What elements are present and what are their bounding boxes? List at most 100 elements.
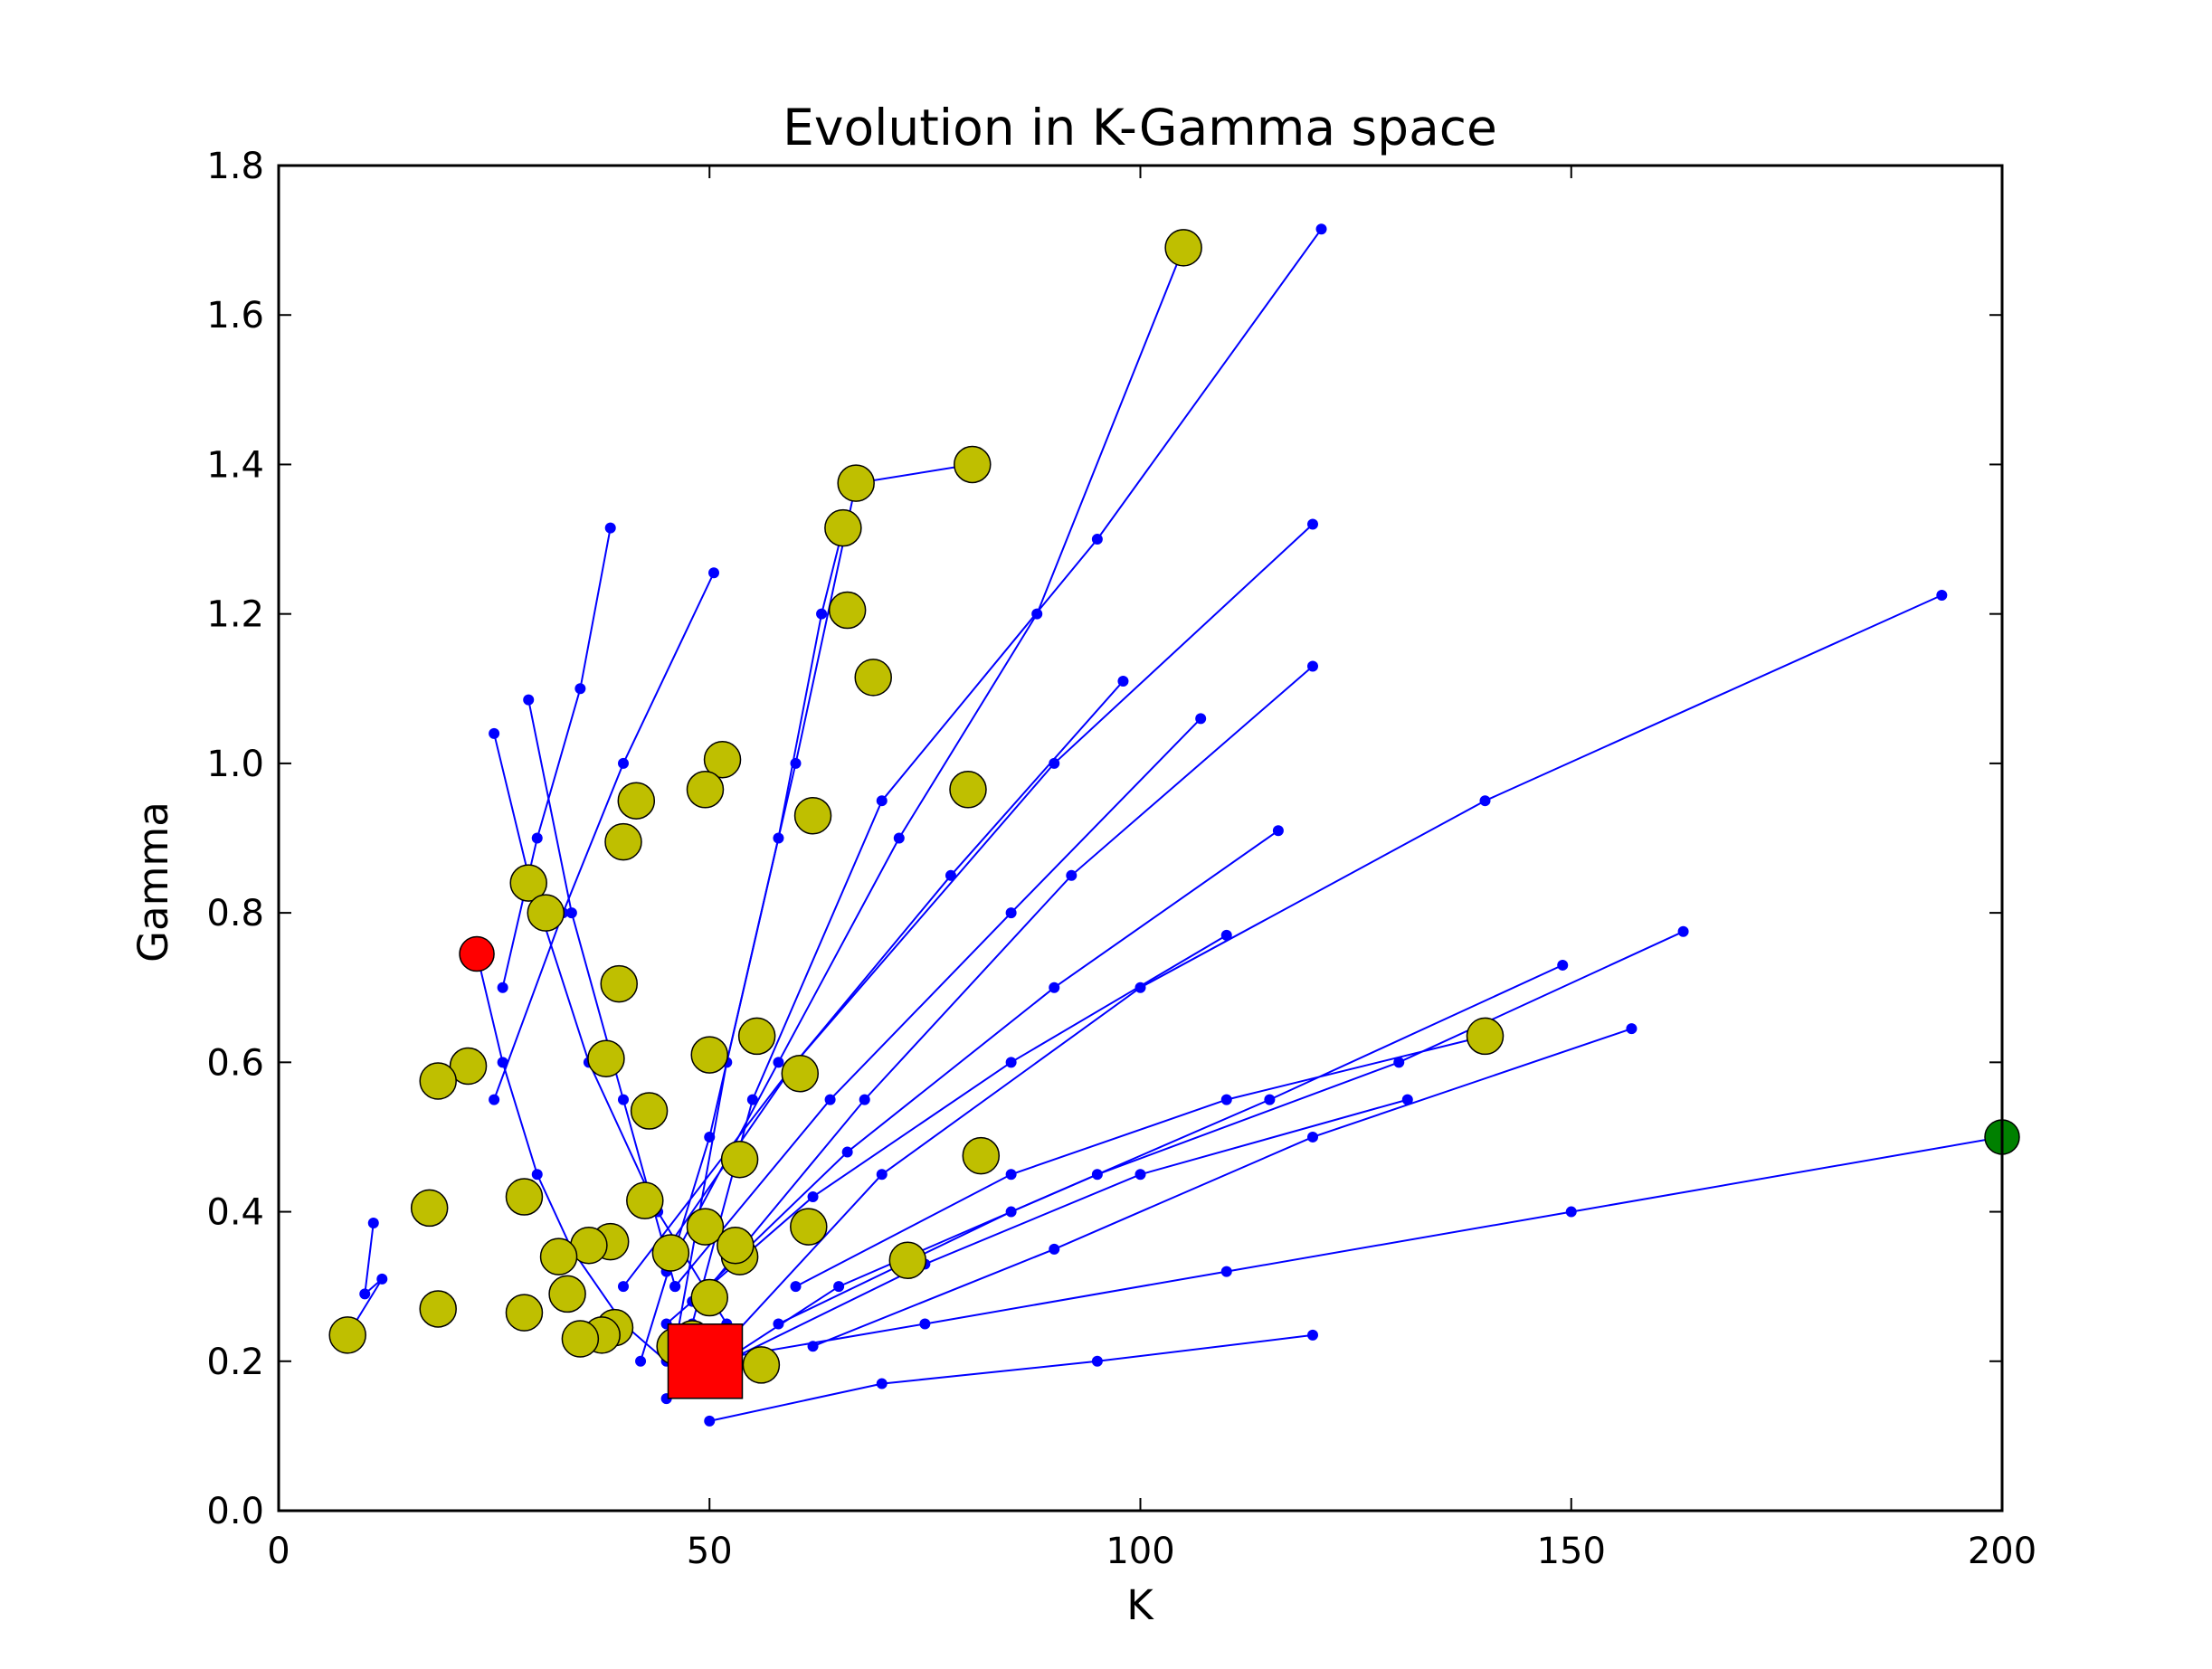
final-point bbox=[617, 782, 656, 820]
final-point bbox=[962, 1136, 1001, 1175]
trajectory-line-0 bbox=[347, 1222, 384, 1336]
trajectory-point bbox=[1005, 1057, 1017, 1068]
trajectory-point bbox=[833, 1281, 845, 1293]
final-point bbox=[505, 1178, 544, 1216]
trajectory-line-9 bbox=[493, 572, 715, 1100]
trajectory-point bbox=[531, 1169, 543, 1181]
trajectory-point bbox=[1307, 1131, 1318, 1143]
trajectory-point bbox=[618, 757, 629, 769]
trajectory-point bbox=[1272, 825, 1284, 837]
trajectory-line-19 bbox=[726, 1098, 1409, 1362]
trajectory-line-7 bbox=[622, 523, 1314, 1287]
y-tick-label: 0.8 bbox=[206, 893, 264, 934]
final-point bbox=[854, 659, 892, 697]
trajectory-point bbox=[1066, 869, 1078, 881]
trajectory-point bbox=[497, 1057, 508, 1068]
trajectory-point bbox=[1220, 1094, 1232, 1105]
trajectory-point bbox=[489, 1094, 500, 1105]
final-point bbox=[686, 771, 725, 809]
trajectory-point bbox=[376, 1273, 388, 1285]
trajectory-point bbox=[1117, 676, 1129, 688]
plot-area: 0 50 100 150 200 0.0 0.2 0.4 0.6 0.8 1.0 1.2 1.4 1.6 1… bbox=[206, 146, 2036, 1572]
trajectory-point bbox=[1565, 1206, 1577, 1218]
final-point bbox=[824, 508, 862, 547]
y-tick-label: 0.2 bbox=[206, 1342, 264, 1383]
trajectory-point bbox=[876, 1378, 888, 1389]
y-tick-label: 1.8 bbox=[206, 146, 264, 187]
trajectory-point bbox=[807, 1341, 819, 1352]
chart-title: Evolution in K-Gamma space bbox=[783, 99, 1497, 156]
final-point bbox=[651, 1234, 690, 1272]
final-point bbox=[505, 1294, 544, 1332]
trajectory-point bbox=[876, 1169, 888, 1181]
trajectory-point bbox=[945, 869, 956, 881]
trajectory-point bbox=[807, 1191, 819, 1203]
final-point bbox=[781, 1054, 820, 1093]
final-point bbox=[793, 796, 832, 835]
x-axis-label: K bbox=[1126, 1581, 1154, 1629]
final-point bbox=[600, 964, 638, 1003]
final-point bbox=[328, 1316, 366, 1354]
trajectory-line-12 bbox=[812, 1028, 1632, 1348]
trajectory-point bbox=[790, 1281, 802, 1293]
trajectory-point bbox=[816, 608, 828, 620]
trajectory-point bbox=[531, 832, 543, 844]
final-point bbox=[686, 1208, 725, 1246]
trajectory-point bbox=[1401, 1094, 1413, 1105]
trajectory-point bbox=[1049, 981, 1060, 993]
trajectory-point bbox=[669, 1281, 681, 1293]
y-tick-label: 0.6 bbox=[206, 1042, 264, 1084]
trajectory-point bbox=[1049, 1243, 1060, 1255]
y-tick-label: 0.0 bbox=[206, 1491, 264, 1532]
trajectory-line-10 bbox=[795, 1035, 1486, 1288]
final-point bbox=[828, 591, 867, 630]
final-point bbox=[527, 894, 565, 932]
trajectory-line-22 bbox=[674, 717, 1201, 1287]
final-point bbox=[837, 464, 875, 502]
final-point bbox=[626, 1181, 664, 1219]
final-point bbox=[720, 1140, 759, 1179]
trajectory-point bbox=[1220, 1266, 1232, 1277]
final-point bbox=[690, 1036, 728, 1074]
trajectory-point bbox=[773, 1057, 784, 1068]
trajectory-point bbox=[1307, 1329, 1318, 1341]
final-point bbox=[888, 1241, 927, 1280]
final-point bbox=[548, 1275, 586, 1313]
trajectory-point bbox=[773, 832, 784, 844]
trajectory-point bbox=[1195, 713, 1207, 725]
trajectory-point bbox=[1479, 795, 1491, 807]
final-point bbox=[539, 1238, 578, 1275]
trajectory-point bbox=[824, 1094, 836, 1105]
x-tick-label: 50 bbox=[687, 1531, 733, 1572]
x-tick-label: 200 bbox=[1968, 1531, 2036, 1572]
final-point bbox=[690, 1278, 728, 1317]
final-point bbox=[630, 1092, 669, 1130]
y-tick-label: 0.4 bbox=[206, 1192, 264, 1234]
trajectory-point bbox=[1626, 1023, 1638, 1035]
final-point bbox=[949, 771, 987, 809]
final-point bbox=[1164, 229, 1202, 267]
trajectory-point bbox=[1557, 959, 1569, 971]
trajectory-point bbox=[1264, 1094, 1276, 1105]
final-point bbox=[449, 1047, 488, 1086]
trajectory-point bbox=[919, 1318, 931, 1330]
trajectory-point bbox=[1220, 929, 1232, 941]
trajectory-point bbox=[565, 907, 577, 919]
trajectory-point bbox=[1091, 1355, 1103, 1367]
x-tick-label: 0 bbox=[267, 1531, 290, 1572]
y-tick-label: 1.6 bbox=[206, 295, 264, 337]
trajectory-point bbox=[704, 1415, 716, 1427]
trajectory-point bbox=[859, 1094, 870, 1105]
x-tick-label: 150 bbox=[1537, 1531, 1606, 1572]
trajectory-point bbox=[1005, 1169, 1017, 1181]
trajectory-point bbox=[367, 1217, 379, 1228]
final-point bbox=[587, 1039, 625, 1077]
trajectory-point bbox=[523, 694, 535, 706]
final-point bbox=[561, 1320, 600, 1358]
trajectory-point bbox=[1393, 1057, 1405, 1068]
final-point bbox=[742, 1346, 781, 1384]
final-point bbox=[419, 1290, 457, 1328]
trajectory-point bbox=[1134, 1169, 1146, 1181]
trajectory-point bbox=[1307, 660, 1318, 672]
